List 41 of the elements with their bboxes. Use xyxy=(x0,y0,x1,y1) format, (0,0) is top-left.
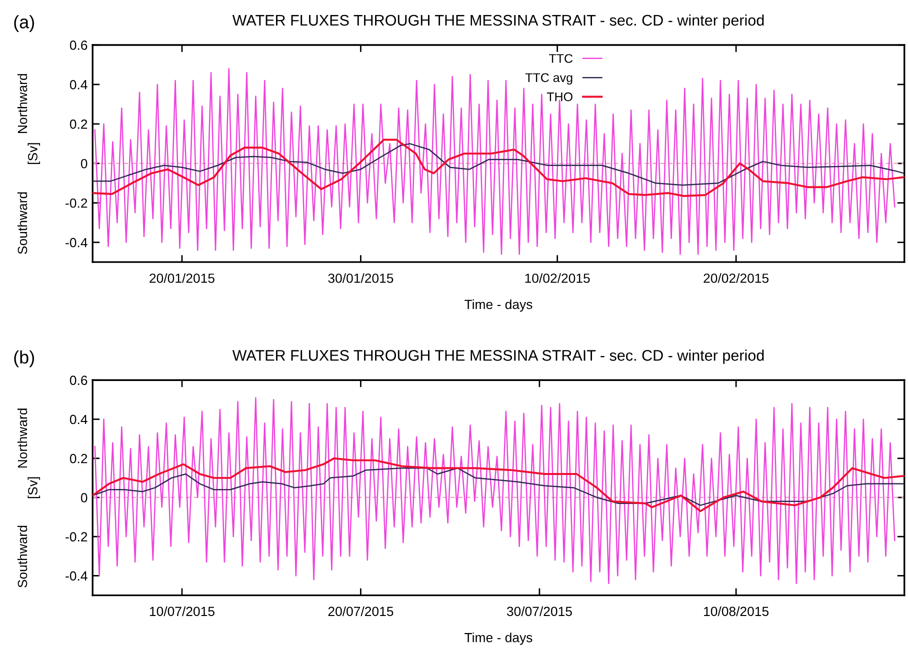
x-tick-label: 10/02/2015 xyxy=(525,273,590,283)
y-tick-label: -0.4 xyxy=(66,238,88,248)
y-axis-title: [Sv] xyxy=(28,477,40,498)
x-tick-label: 10/08/2015 xyxy=(704,606,769,616)
y-tick-label: 0 xyxy=(80,158,88,168)
x-tick-label: 20/07/2015 xyxy=(328,606,394,616)
y-tick-label: 0.2 xyxy=(70,120,88,129)
x-axis-title: Time - days xyxy=(464,299,532,312)
line-series xyxy=(92,457,904,512)
text: Southward xyxy=(17,192,28,254)
x-tick-label: 20/01/2015 xyxy=(150,273,214,283)
y-tick-label: -0.2 xyxy=(66,532,88,542)
line-series xyxy=(92,468,904,506)
y-tick-label: 0.6 xyxy=(70,40,88,50)
y-tick-label: -0.2 xyxy=(66,198,88,208)
line-series xyxy=(92,138,904,197)
line-series xyxy=(94,68,896,255)
x-tick-label: 30/01/2015 xyxy=(328,273,394,283)
chart-title: WATER FLUXES THROUGH THE MESSINA STRAIT - sec. CD - winter period xyxy=(232,350,764,364)
y-tick-label: 0 xyxy=(80,493,88,502)
line-series xyxy=(94,397,896,584)
y-tick-label: 0.2 xyxy=(70,454,88,464)
text: Southward xyxy=(17,526,28,588)
y-tick-label: 0.4 xyxy=(70,80,88,90)
legend-label: THO xyxy=(546,92,572,102)
y-tick-label: 0.6 xyxy=(70,376,88,386)
chart-title: WATER FLUXES THROUGH THE MESSINA STRAIT - sec. CD - winter period xyxy=(232,14,764,29)
text: Northward xyxy=(17,408,28,468)
x-tick-label: 30/07/2015 xyxy=(506,606,572,616)
x-tick-label: 10/07/2015 xyxy=(150,606,214,616)
y-tick-label: -0.4 xyxy=(66,571,88,581)
x-tick-label: 20/02/2015 xyxy=(704,273,769,283)
x-axis-title: Time - days xyxy=(464,632,532,645)
y-tick-label: 0.4 xyxy=(70,414,88,424)
text: Northward xyxy=(17,74,28,133)
legend-label: TTC avg xyxy=(525,73,572,85)
legend-label: TTC xyxy=(549,54,573,63)
text: (b) xyxy=(14,350,34,368)
text: (a) xyxy=(14,15,34,32)
line-series xyxy=(92,143,904,186)
y-axis-title: [Sv] xyxy=(28,143,40,164)
